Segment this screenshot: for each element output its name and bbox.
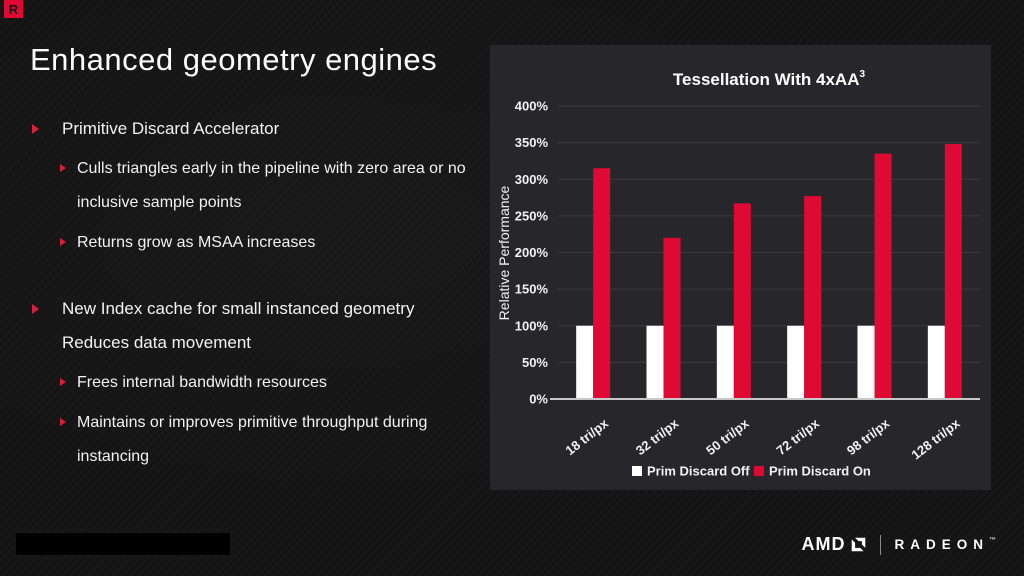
amd-arrow-icon [852, 537, 866, 552]
svg-text:400%: 400% [515, 99, 549, 114]
bullet-triangle-icon [32, 304, 39, 314]
legend-swatch-0 [632, 466, 642, 476]
bar-off-2 [716, 325, 734, 399]
bullet-triangle-icon [60, 378, 66, 386]
legend-label-1: Prim Discard On [769, 464, 871, 479]
bullet-triangle-icon [60, 238, 66, 246]
svg-text:250%: 250% [515, 208, 549, 223]
bar-on-5 [944, 144, 962, 399]
svg-text:300%: 300% [515, 172, 549, 187]
amd-wordmark: AMD [801, 534, 846, 554]
svg-text:0%: 0% [529, 392, 548, 407]
bar-off-1 [646, 325, 664, 399]
bar-on-0 [593, 168, 611, 399]
bar-off-4 [857, 325, 875, 399]
bullet-returns-grow: Returns grow as MSAA increases [30, 226, 478, 260]
svg-text:350%: 350% [515, 135, 549, 150]
x-tick-label: 32 tri/px [633, 415, 682, 458]
bullet-text: Frees internal bandwidth resources [77, 374, 327, 391]
bullet-triangle-icon [60, 164, 66, 172]
corner-r-logo-letter: R [8, 1, 19, 17]
corner-r-logo: R [4, 0, 23, 18]
bar-on-4 [874, 153, 892, 399]
bullet-culls-triangles: Culls triangles early in the pipeline wi… [30, 152, 478, 220]
tessellation-chart: 0% 50% 100% 150% 200% 250% 300% 350% 400% 18 tri/… [496, 69, 980, 479]
bullet-text-line: New Index cache for small instanced geom… [62, 299, 415, 318]
bar-off-5 [927, 325, 945, 399]
y-axis-title: Relative Performance [496, 185, 512, 320]
x-tick-label: 50 tri/px [703, 415, 752, 458]
bullet-text: Primitive Discard Accelerator [62, 119, 280, 138]
bullet-text: Culls triangles early in the pipeline wi… [77, 160, 466, 211]
bullet-triangle-icon [32, 124, 39, 134]
bar-on-3 [804, 196, 822, 399]
svg-text:100%: 100% [515, 318, 549, 333]
bullet-text: Maintains or improves primitive throughp… [77, 414, 428, 465]
svg-text:200%: 200% [515, 245, 549, 260]
x-tick-label: 72 tri/px [773, 415, 822, 458]
slide-title: Enhanced geometry engines [30, 42, 438, 77]
bar-off-3 [787, 325, 805, 399]
brand-lockup: AMD RADEON™ [801, 534, 996, 555]
x-tick-label: 128 tri/px [908, 415, 963, 462]
x-tick-label: 18 tri/px [562, 415, 611, 458]
bar-on-1 [663, 237, 681, 399]
legend-swatch-1 [754, 466, 764, 476]
radeon-trademark: ™ [989, 537, 996, 544]
bullet-triangle-icon [60, 418, 66, 426]
bar-off-0 [576, 325, 594, 399]
bullet-frees-bandwidth: Frees internal bandwidth resources [30, 366, 478, 400]
bullet-list: Primitive Discard Accelerator Culls tria… [30, 112, 478, 474]
bullet-text-line: Reduces data movement [62, 333, 251, 352]
bullet-new-index-cache: New Index cache for small instanced geom… [30, 292, 478, 360]
x-tick-label: 98 tri/px [844, 415, 893, 458]
svg-text:50%: 50% [522, 355, 548, 370]
chart-title: Tessellation With 4xAA3 [673, 69, 866, 89]
bullet-text: Returns grow as MSAA increases [77, 234, 316, 251]
brand-divider [880, 534, 882, 555]
bullet-maintains-throughput: Maintains or improves primitive throughp… [30, 406, 478, 474]
chart-panel: 0% 50% 100% 150% 200% 250% 300% 350% 400% 18 tri/… [490, 45, 991, 490]
bar-on-2 [733, 203, 751, 399]
redaction-bar [16, 533, 230, 555]
legend-label-0: Prim Discard Off [647, 464, 750, 479]
radeon-wordmark: RADEON™ [894, 537, 996, 552]
svg-text:150%: 150% [515, 282, 549, 297]
bullet-primitive-discard: Primitive Discard Accelerator [30, 112, 478, 146]
